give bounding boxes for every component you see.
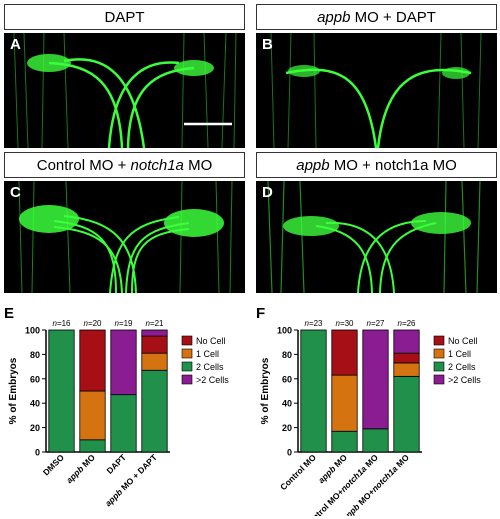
legend-swatch (181, 335, 193, 346)
panel-label-a: A (10, 36, 21, 53)
bar-segment-no-cell (79, 329, 106, 392)
y-tick-label: 80 (282, 350, 292, 360)
legend-label: 1 Cell (196, 349, 219, 359)
title-panel-b: appb MO + DAPT (256, 4, 497, 30)
micrograph-panel-c: C (4, 181, 245, 293)
legend-label: No Cell (448, 336, 478, 346)
bar-segment-1-cell (79, 390, 106, 441)
bar-segment-no-cell (141, 335, 168, 354)
legend-swatch (433, 374, 445, 385)
legend-swatch (181, 361, 193, 372)
y-tick-label: 20 (30, 423, 40, 433)
bar-segment-2-cells (79, 439, 106, 453)
y-tick-label: 80 (30, 350, 40, 360)
bar-segment-no-cell (393, 352, 420, 364)
panel-label-f: F (256, 305, 266, 322)
n-label: n=26 (397, 319, 416, 328)
bar-segment-1-cell (331, 374, 358, 432)
n-label: n=23 (304, 319, 323, 328)
title-d-tail: MO + notch1a MO (329, 156, 457, 174)
micrograph-panel-b: B (256, 33, 497, 148)
bar-segment-2-cells (141, 369, 168, 453)
y-tick-label: 40 (282, 399, 292, 409)
bar-segment-2-cells (393, 375, 420, 453)
legend-label: 1 Cell (448, 349, 471, 359)
micrograph-d-image (267, 181, 481, 293)
bar-segment-2-cells (331, 430, 358, 453)
title-a-plain: DAPT (104, 8, 145, 26)
panel-label-b: B (262, 36, 273, 53)
legend-label: >2 Cells (196, 375, 229, 385)
y-tick-label: 20 (282, 423, 292, 433)
n-label: n=21 (145, 319, 164, 328)
legend-swatch (181, 374, 193, 385)
bar-segment-1-cell (393, 362, 420, 377)
stacked-bar-chart-f: 0 20 40 60 80 100 % of Embryos n=23 Control MO n=… (260, 319, 481, 516)
micrograph-c-image (18, 181, 233, 293)
bar-segment-1-cell (141, 352, 168, 371)
bar-segment-2-cells (362, 428, 389, 453)
x-tick-label: DAPT (104, 452, 128, 476)
title-c-italic: notch1a (130, 156, 184, 174)
legend-label: 2 Cells (448, 362, 476, 372)
y-tick-label: 100 (277, 326, 292, 336)
n-label: n=27 (366, 319, 385, 328)
bar-segment-2-cells (110, 394, 137, 453)
title-b-italic: appb (317, 8, 351, 26)
micrograph-panel-d: D (256, 181, 497, 293)
panel-label-d: D (262, 184, 273, 201)
x-tick-label: appb MO + DAPT (103, 452, 160, 509)
y-axis-label: % of Embryos (260, 357, 271, 424)
legend-swatch (433, 361, 445, 372)
bar-segment-2-cells (393, 329, 420, 354)
y-axis-label: % of Embryos (8, 357, 19, 424)
micrograph-a-image (13, 33, 237, 148)
x-tick-label: appb MO (64, 452, 97, 485)
bar-segment-no-cell (331, 329, 358, 376)
micrograph-panel-a: A (4, 33, 245, 148)
title-c-tail: MO (183, 156, 213, 174)
y-tick-label: 60 (282, 374, 292, 384)
n-label: n=19 (114, 319, 133, 328)
y-tick-label: 40 (30, 399, 40, 409)
bar-segment-2-cells (48, 329, 75, 453)
micrograph-b-image (270, 33, 482, 148)
y-tick-label: 0 (287, 448, 292, 458)
title-b-tail: MO + DAPT (350, 8, 436, 26)
title-d-italic: appb (296, 156, 330, 174)
bar-segment-2-cells (141, 329, 168, 337)
x-tick-label: Control MO (278, 452, 318, 492)
y-tick-label: 100 (25, 326, 40, 336)
n-label: n=20 (83, 319, 102, 328)
title-panel-c: Control MO + notch1a MO (4, 152, 245, 178)
bar-segment-2-cells (300, 329, 327, 453)
title-c-plain: Control MO + (36, 156, 131, 174)
bar-segment-2-cells (362, 329, 389, 430)
legend-swatch (433, 335, 445, 346)
legend-label: 2 Cells (196, 362, 224, 372)
legend-swatch (181, 348, 193, 359)
n-label: n=16 (52, 319, 71, 328)
panel-label-c: C (10, 184, 21, 201)
legend-label: >2 Cells (448, 375, 481, 385)
y-tick-label: 60 (30, 374, 40, 384)
bar-segment-2-cells (110, 329, 137, 396)
n-label: n=30 (335, 319, 354, 328)
title-panel-d: appb MO + notch1a MO (256, 152, 497, 178)
stacked-bar-chart-e: 0 20 40 60 80 100 % of Embryos n=16 DMSO n=20 appb… (8, 319, 229, 509)
panel-label-e: E (4, 305, 15, 322)
legend-label: No Cell (196, 336, 226, 346)
y-tick-label: 0 (35, 448, 40, 458)
x-tick-label: DMSO (41, 452, 66, 477)
legend-swatch (433, 348, 445, 359)
title-panel-a: DAPT (4, 4, 245, 30)
